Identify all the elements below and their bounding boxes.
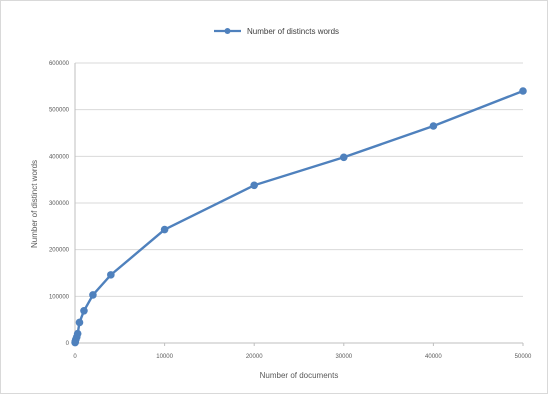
x-tick-label: 50000 — [515, 354, 532, 360]
series — [71, 87, 527, 347]
data-point — [75, 318, 84, 327]
data-point — [73, 329, 82, 338]
axes — [74, 63, 524, 346]
y-tick-label: 600000 — [49, 61, 70, 67]
data-point — [89, 291, 97, 299]
data-point — [519, 87, 527, 95]
data-point — [107, 271, 115, 279]
data-point — [429, 122, 438, 130]
y-tick-label: 300000 — [49, 201, 70, 207]
legend-marker-swatch — [224, 28, 231, 34]
y-tick-label: 100000 — [49, 294, 70, 300]
data-point — [160, 225, 169, 234]
x-tick-labels: 0 10000 20000 30000 40000 50000 — [73, 354, 532, 360]
x-tick-label: 20000 — [246, 354, 263, 360]
series-line — [73, 89, 524, 344]
data-point — [250, 181, 258, 190]
y-tick-labels: 0 100000 200000 300000 400000 500000 600000 — [49, 61, 70, 347]
legend-label: Number of distincts words — [247, 27, 339, 36]
y-axis-title: Number of distinct words — [30, 160, 39, 248]
x-tick-label: 10000 — [156, 354, 173, 360]
data-point — [340, 153, 348, 162]
y-tick-label: 200000 — [49, 248, 70, 254]
gridlines — [75, 62, 523, 297]
y-tick-label: 400000 — [49, 154, 70, 160]
x-tick-label: 30000 — [335, 354, 352, 360]
legend: Number of distincts words — [214, 27, 339, 36]
x-axis-title: Number of documents — [260, 371, 339, 380]
x-tick-label: 40000 — [425, 354, 442, 360]
data-point — [80, 307, 88, 315]
y-tick-label: 500000 — [49, 108, 70, 114]
y-tick-label: 0 — [66, 341, 70, 347]
x-tick-label: 0 — [73, 354, 77, 360]
